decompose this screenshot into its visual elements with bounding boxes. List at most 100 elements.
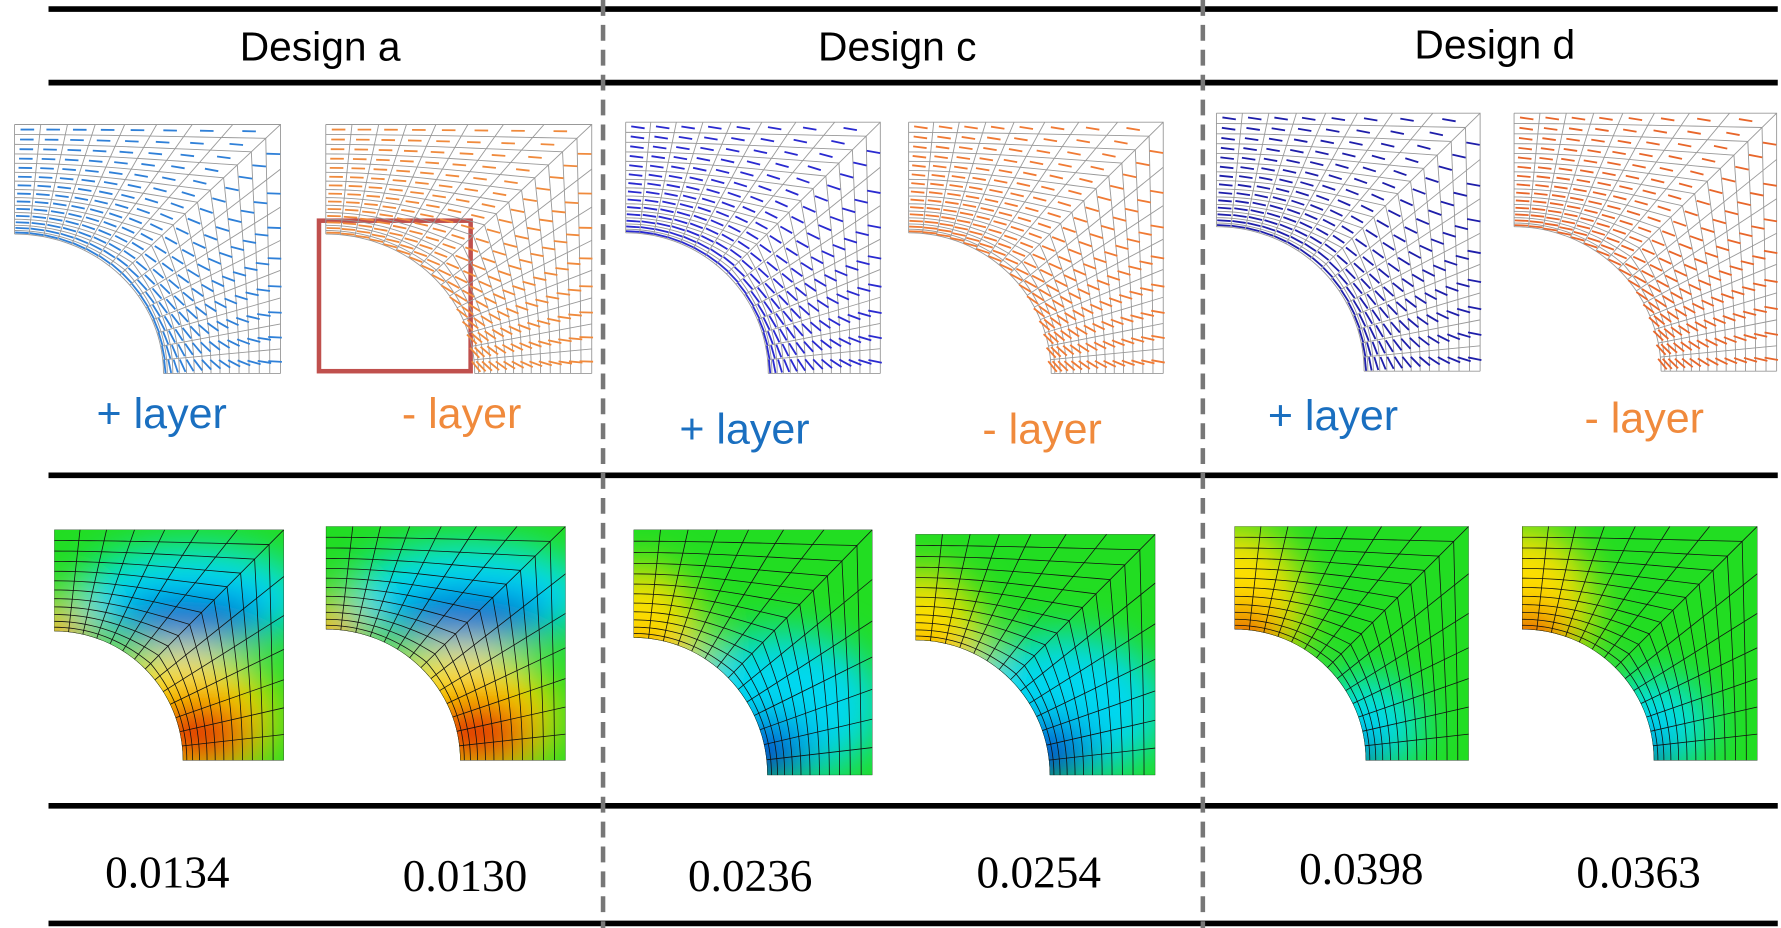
- fiber: [1243, 148, 1256, 150]
- fiber: [1721, 294, 1734, 299]
- fiber: [222, 276, 235, 281]
- fiber: [456, 199, 469, 201]
- fiber: [32, 223, 45, 225]
- fiber: [343, 223, 357, 224]
- fiber: [1218, 208, 1232, 209]
- fiber: [1316, 195, 1329, 200]
- fiber: [711, 220, 723, 225]
- fiber: [200, 209, 213, 213]
- fiber: [1381, 144, 1394, 147]
- fiber: [257, 289, 270, 291]
- fiber: [641, 227, 654, 229]
- fiber: [1326, 129, 1339, 131]
- fiber: [53, 203, 66, 205]
- fiber: [1294, 139, 1307, 141]
- fiber: [1566, 139, 1579, 141]
- fiber: [708, 127, 721, 129]
- fiber: [819, 154, 832, 157]
- mesh-line: [163, 349, 281, 360]
- fiber: [1629, 118, 1642, 120]
- fiber: [1544, 128, 1557, 130]
- fiber: [1150, 151, 1163, 153]
- fiber: [1518, 148, 1531, 150]
- fiber: [1073, 270, 1086, 275]
- fiber: [711, 180, 724, 184]
- fiber: [523, 282, 536, 286]
- fiber: [726, 149, 739, 152]
- fiber: [770, 236, 781, 243]
- fiber: [928, 200, 941, 202]
- fiber: [1447, 311, 1460, 316]
- fiber: [193, 242, 205, 248]
- fiber: [1086, 128, 1099, 130]
- fiber: [201, 342, 211, 351]
- fiber: [626, 221, 640, 222]
- fiber: [868, 225, 881, 227]
- fiber: [1237, 193, 1250, 195]
- fiber: [460, 153, 474, 154]
- fiber: [1274, 118, 1287, 120]
- fiber: [813, 359, 823, 369]
- fiber: [924, 228, 938, 229]
- fiber: [1427, 315, 1439, 322]
- fiber: [546, 296, 559, 298]
- mesh-line: [1636, 199, 1776, 291]
- fiber: [233, 272, 246, 276]
- fiber: [415, 223, 428, 226]
- fiber: [145, 254, 156, 262]
- fiber: [1737, 202, 1750, 205]
- fiber: [1689, 284, 1701, 290]
- fiber: [37, 186, 51, 187]
- fiber: [1439, 166, 1452, 170]
- fiber: [1354, 263, 1364, 272]
- fiber: [660, 209, 673, 212]
- fiber: [239, 177, 252, 179]
- fiber: [85, 170, 98, 171]
- fiber: [933, 166, 946, 168]
- fiber: [1764, 280, 1777, 282]
- fiber: [1415, 296, 1426, 303]
- contour-plot: [20, 530, 307, 789]
- fiber: [1037, 150, 1050, 152]
- fiber: [217, 156, 230, 158]
- fiber: [1377, 220, 1389, 227]
- fiber: [1719, 271, 1732, 275]
- fiber: [358, 225, 371, 227]
- fiber: [541, 144, 555, 145]
- fiber: [930, 184, 943, 186]
- fiber: [913, 156, 926, 158]
- fiber: [937, 137, 950, 139]
- fiber: [786, 190, 799, 195]
- fiber: [943, 210, 956, 212]
- fiber: [1651, 179, 1664, 182]
- fiber: [644, 208, 657, 210]
- fiber: [1554, 187, 1567, 189]
- fiber: [569, 338, 583, 339]
- fiber: [1113, 217, 1126, 220]
- fiber: [345, 210, 359, 211]
- fiber: [207, 323, 218, 331]
- fiber: [504, 181, 517, 183]
- fiber: [389, 233, 402, 236]
- fiber: [465, 189, 478, 191]
- fiber: [1388, 210, 1400, 216]
- fiber: [1004, 235, 1017, 239]
- fiber: [1101, 226, 1114, 230]
- fiber: [168, 360, 171, 373]
- mesh-line: [97, 124, 192, 257]
- fiber: [1444, 261, 1457, 265]
- fiber: [1394, 171, 1407, 176]
- fiber: [1083, 264, 1096, 269]
- fiber: [1128, 266, 1141, 269]
- fiber: [822, 251, 834, 257]
- fiber: [1697, 119, 1710, 121]
- fiber: [1248, 117, 1261, 119]
- fiber: [1219, 176, 1233, 177]
- fiber: [1417, 146, 1430, 149]
- fiber: [247, 339, 260, 342]
- fiber: [1283, 170, 1296, 173]
- fiber: [124, 251, 135, 259]
- fiber: [415, 182, 429, 183]
- fiber: [657, 223, 670, 226]
- fiber: [406, 201, 419, 203]
